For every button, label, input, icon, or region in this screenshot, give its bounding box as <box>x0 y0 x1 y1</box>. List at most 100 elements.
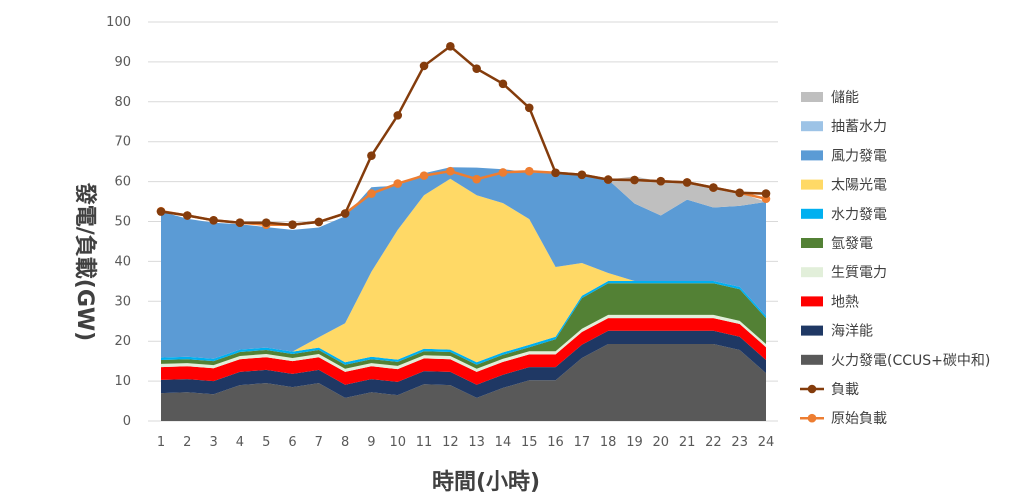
line-point-1-14 <box>524 103 534 113</box>
line-point-0-13 <box>498 168 508 177</box>
x-tick-21: 21 <box>679 435 696 450</box>
x-tick-2: 2 <box>183 435 191 450</box>
x-tick-22: 22 <box>705 435 722 450</box>
line-point-1-22 <box>735 188 744 198</box>
x-tick-11: 11 <box>416 435 433 450</box>
load-lines <box>156 42 771 229</box>
x-tick-15: 15 <box>521 435 538 450</box>
y-tick-80: 80 <box>114 95 131 110</box>
y-tick-10: 10 <box>114 374 131 389</box>
legend-swatch-6 <box>801 267 823 278</box>
line-point-1-3 <box>235 218 245 227</box>
x-tick-19: 19 <box>626 435 643 450</box>
y-tick-70: 70 <box>114 135 131 150</box>
x-tick-12: 12 <box>442 435 459 450</box>
line-point-1-23 <box>761 189 771 198</box>
y-tick-90: 90 <box>114 55 131 70</box>
x-tick-6: 6 <box>288 435 296 450</box>
legend-label-10: 負載 <box>831 382 859 398</box>
line-point-1-12 <box>472 64 481 73</box>
line-point-0-9 <box>393 179 403 188</box>
legend-swatch-0 <box>801 92 823 102</box>
x-tick-labels: 1 2 3 4 5 6 7 8 9 10 11 12 13 14 15 16 17 18 19 20 21 22 23 24 <box>157 435 774 450</box>
line-point-1-16 <box>577 170 587 180</box>
line-point-0-8 <box>367 189 376 198</box>
line-point-1-15 <box>551 168 560 178</box>
x-tick-14: 14 <box>495 435 512 450</box>
legend-marker-10 <box>807 384 817 394</box>
stacked-areas <box>161 167 766 421</box>
line-point-1-19 <box>656 176 666 186</box>
line-point-1-21 <box>709 183 718 192</box>
line-point-0-14 <box>524 166 534 176</box>
legend-swatch-7 <box>801 296 823 307</box>
x-tick-23: 23 <box>731 435 748 450</box>
y-tick-labels: 0 10 20 30 40 50 60 70 80 90 100 <box>106 15 131 429</box>
area-series-3 <box>161 314 766 372</box>
x-tick-8: 8 <box>341 435 349 450</box>
x-tick-7: 7 <box>315 435 323 450</box>
area-series-5 <box>161 281 766 365</box>
x-tick-4: 4 <box>236 435 244 450</box>
legend-label-9: 火力發電(CCUS+碳中和) <box>831 353 990 369</box>
y-tick-50: 50 <box>114 215 131 230</box>
x-tick-16: 16 <box>547 435 564 450</box>
y-tick-40: 40 <box>114 254 131 269</box>
y-tick-60: 60 <box>114 175 131 190</box>
legend-label-5: 氫發電 <box>831 236 873 252</box>
area-series-2 <box>161 318 766 385</box>
legend-label-7: 地熱 <box>831 294 859 310</box>
x-tick-9: 9 <box>367 435 375 450</box>
line-point-1-10 <box>419 61 429 71</box>
legend-label-0: 儲能 <box>831 90 859 106</box>
legend-swatch-9 <box>801 354 823 365</box>
area-series-1 <box>161 330 766 398</box>
legend-label-3: 太陽光電 <box>831 178 887 194</box>
x-tick-10: 10 <box>389 435 406 450</box>
area-series-9 <box>161 167 766 230</box>
line-point-1-0 <box>156 207 166 216</box>
legend-label-4: 水力發電 <box>831 207 887 223</box>
legend-swatch-2 <box>801 150 823 161</box>
line-point-1-18 <box>630 175 639 185</box>
x-tick-13: 13 <box>468 435 485 450</box>
legend-marker-11 <box>807 413 817 423</box>
line-point-1-4 <box>261 218 271 227</box>
area-series-0 <box>161 344 766 421</box>
line-point-1-17 <box>603 175 613 184</box>
area-series-6 <box>161 178 766 363</box>
x-tick-20: 20 <box>653 435 670 450</box>
line-point-0-10 <box>419 171 429 180</box>
legend-label-1: 抽蓄水力 <box>831 119 887 135</box>
line-point-1-8 <box>367 151 376 160</box>
y-axis-title: 發電/負載(GW) <box>72 182 98 341</box>
x-tick-3: 3 <box>209 435 217 450</box>
line-point-1-5 <box>288 220 297 229</box>
x-axis-title: 時間(小時) <box>432 470 540 495</box>
y-tick-100: 100 <box>106 15 131 30</box>
legend-label-8: 海洋能 <box>831 324 873 340</box>
y-tick-20: 20 <box>114 334 131 349</box>
legend-label-2: 風力發電 <box>831 148 887 164</box>
line-point-1-13 <box>498 79 508 89</box>
y-tick-0: 0 <box>123 414 131 429</box>
legend-label-6: 生質電力 <box>831 265 887 281</box>
legend-swatch-8 <box>801 325 823 336</box>
line-point-1-20 <box>682 178 692 187</box>
x-tick-24: 24 <box>758 435 775 450</box>
legend-swatch-3 <box>801 179 823 190</box>
line-point-1-2 <box>209 216 218 225</box>
legend-swatch-5 <box>801 238 823 248</box>
x-tick-18: 18 <box>600 435 617 450</box>
line-point-1-7 <box>340 209 350 218</box>
line-series-1 <box>160 44 767 226</box>
y-tick-30: 30 <box>114 294 131 309</box>
line-point-1-11 <box>446 42 455 51</box>
x-tick-1: 1 <box>157 435 165 450</box>
x-tick-17: 17 <box>574 435 591 450</box>
line-point-1-1 <box>183 211 192 220</box>
legend: 儲能抽蓄水力風力發電太陽光電水力發電氫發電生質電力地熱海洋能火力發電(CCUS+… <box>800 90 990 427</box>
legend-swatch-1 <box>801 121 823 132</box>
line-point-1-6 <box>314 217 324 227</box>
